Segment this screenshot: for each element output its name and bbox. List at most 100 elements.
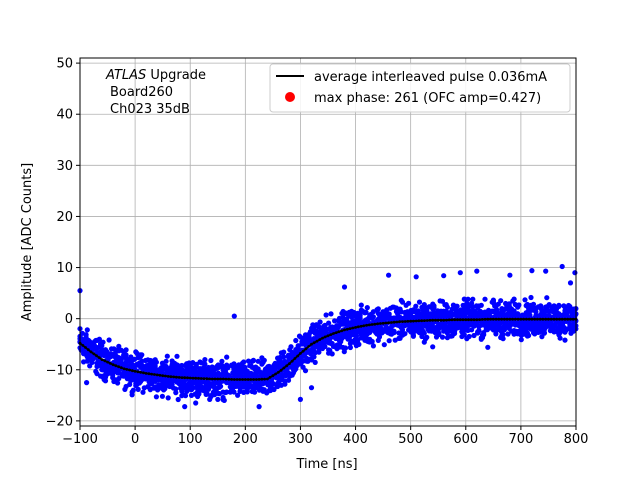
average-pulse-point [241,378,245,381]
scatter-point [356,341,362,347]
average-pulse-point [458,318,462,322]
average-pulse-point [172,375,176,379]
average-pulse-point [447,318,451,322]
scatter-point [478,302,484,308]
scatter-point [533,309,539,315]
scatter-point [245,358,252,364]
scatter-point [485,344,491,350]
scatter-point [221,397,227,403]
average-pulse-point [514,317,517,321]
average-pulse-point [367,323,371,327]
scatter-point [476,328,482,334]
average-pulse-point [177,376,181,379]
average-pulse-point [216,377,220,381]
scatter-point [481,332,487,338]
scatter-point [300,358,306,364]
average-pulse-point [436,318,440,322]
scatter-point [235,392,241,398]
scatter-point [507,272,513,278]
average-pulse-point [431,318,435,322]
average-pulse-point [508,317,512,321]
average-pulse-point [536,317,539,321]
average-pulse-point [544,317,548,321]
scatter-point [293,337,299,344]
average-pulse-point [81,344,85,347]
scatter-point [353,333,359,339]
scatter-point [328,311,334,317]
average-pulse-point [423,319,426,322]
average-pulse-point [381,321,385,325]
average-pulse-point [571,317,575,321]
scatter-point [413,274,419,280]
legend-label-max-phase: max phase: 261 (OFC amp=0.427) [314,91,541,106]
average-pulse-point [522,317,525,321]
average-pulse-point [480,318,484,321]
average-pulse-point [420,319,424,323]
average-pulse-point [503,317,506,321]
scatter-point [444,304,450,310]
average-pulse-point [345,327,349,331]
average-pulse-point [516,317,520,321]
scatter-point [252,389,258,395]
average-pulse-point [224,377,228,381]
annotation-atlas: ATLAS [105,68,146,83]
average-pulse-point [288,362,291,365]
average-pulse-point [125,368,129,371]
average-pulse-point [478,318,481,321]
x-tick-label: 300 [288,432,313,447]
scatter-point [84,380,90,386]
scatter-point [557,335,563,341]
scatter-point [96,336,102,342]
average-pulse-point [483,317,487,321]
scatter-point [470,296,476,302]
scatter-point [163,358,169,364]
average-pulse-point [472,318,476,322]
scatter-point [526,332,532,339]
average-pulse-point [243,378,247,381]
scatter-point [399,327,406,333]
scatter-point [116,375,122,382]
average-pulse-point [312,341,316,345]
x-tick-label: 700 [508,432,533,447]
scatter-point [241,359,247,365]
average-pulse-point [365,323,368,327]
scatter-point [543,268,549,274]
average-pulse [78,317,578,381]
scatter-point [208,357,214,364]
average-pulse-point [359,324,363,328]
scatter-point [302,368,309,374]
average-pulse-point [164,374,167,378]
scatter-point [175,396,181,403]
average-pulse-point [323,335,327,339]
annotation-upgrade: Upgrade [146,68,206,83]
average-pulse-point [150,372,154,376]
scatter-point [431,303,437,309]
scatter-point [527,312,533,318]
average-pulse-point [362,324,366,328]
scatter-point [140,389,146,395]
scatter-point [202,357,208,363]
scatter-point [544,295,550,301]
average-pulse-point [147,372,151,376]
average-pulse-point [329,333,333,336]
average-pulse-point [412,319,415,323]
average-pulse-point [326,334,330,338]
average-pulse-point [406,319,410,323]
average-pulse-point [538,317,542,321]
y-tick-label: −20 [46,414,73,429]
average-pulse-point [106,360,109,364]
scatter-point [225,365,231,371]
scatter-point [511,296,517,302]
average-pulse-point [376,322,379,326]
average-pulse-point [117,365,120,369]
scatter-point [329,351,335,357]
average-pulse-point [475,318,479,322]
average-pulse-point [155,373,159,377]
scatter-point [261,357,267,363]
average-pulse-point [519,317,523,321]
average-pulse-point [343,328,346,332]
scatter-point [323,312,329,318]
plot-frame [79,57,577,427]
scatter-point [556,302,562,308]
average-pulse-point [175,375,178,379]
